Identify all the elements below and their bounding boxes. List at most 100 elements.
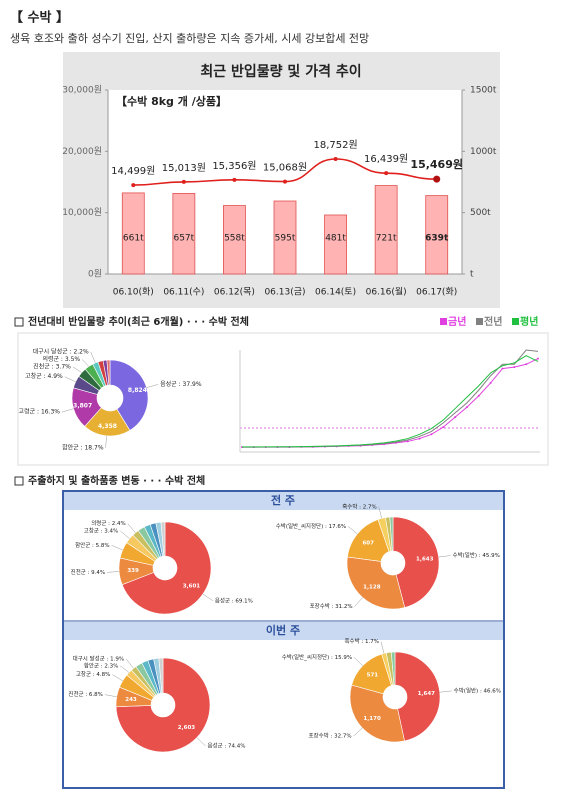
leader-line: [111, 545, 123, 551]
slice-count: 607: [362, 540, 374, 546]
price-label: 15,356원: [212, 160, 256, 172]
x-tick-label: 06.12(목): [214, 287, 255, 298]
slice-label: 함안군 : 5.8%: [75, 541, 110, 549]
legend-label: 금년: [448, 315, 466, 328]
price-label: 15,013원: [162, 162, 206, 174]
y-tick-label: 0원: [88, 269, 102, 280]
slice-count: 1,170: [363, 716, 381, 722]
panel-band: [64, 622, 503, 640]
legend-swatch: [476, 318, 483, 325]
slice-count: 1,128: [363, 585, 381, 591]
slice-label: 음성군 : 69.1%: [215, 596, 253, 604]
panel-title: 이번 주: [266, 623, 300, 637]
price-label: 15,068원: [263, 162, 307, 174]
legend-label: 평년: [520, 315, 538, 328]
leader-line: [196, 737, 206, 747]
slice-label: 진천군 : 6.8%: [68, 690, 103, 698]
slice-count: 339: [127, 568, 139, 574]
slice-label: 대구시 달성군 : 1.9%: [73, 654, 124, 662]
pie-slice: [389, 516, 394, 552]
panel-title: 전 주: [271, 493, 295, 507]
section-heading: 주출하지 및 출하품종 변동 · · · 수박 전체: [28, 474, 205, 487]
leader-line: [105, 435, 107, 448]
price-label: 18,752원: [313, 139, 357, 151]
panel: [17, 332, 549, 466]
slice-count: 1,647: [418, 691, 436, 697]
bullet: [14, 476, 24, 486]
leader-line: [380, 641, 385, 654]
bullet: [14, 317, 24, 327]
bar-label: 657t: [173, 234, 194, 244]
trend-point: [477, 394, 480, 397]
slice-label: 수박(일반) : 45.9%: [453, 551, 500, 559]
slice-label: 흑수박 : 2.7%: [342, 502, 377, 510]
leader-line: [120, 665, 130, 673]
price-label: 14,499원: [111, 165, 155, 177]
trend-point: [513, 366, 516, 369]
x-tick-label: 06.11(수): [163, 287, 204, 298]
leader-line: [61, 408, 74, 413]
slice-label: 진천군 : 3.7%: [33, 362, 71, 370]
trend-point: [430, 433, 433, 436]
slice-label: 포장수박 : 31.2%: [310, 602, 353, 610]
trend-point: [442, 426, 445, 429]
bar: [121, 192, 145, 275]
slice-label: 대구시 달성군 : 2.2%: [33, 347, 89, 355]
slice-label: 고령군 : 16.3%: [19, 408, 61, 416]
pie-slice: [106, 359, 111, 386]
price-label: 16,439원: [364, 153, 408, 165]
slice-count: 3,807: [73, 403, 92, 410]
slice-count: 8,824: [128, 387, 147, 394]
slice-count: 3,601: [183, 584, 201, 590]
bar: [425, 195, 449, 275]
leader-line: [112, 674, 123, 682]
slice-label: 진천군 : 9.4%: [71, 568, 106, 576]
slice-label: 의령군 : 3.5%: [42, 355, 80, 363]
page-subtitle: 생육 호조와 출하 성수기 진입, 산지 출하량은 지속 증가세, 시세 강보합…: [10, 31, 369, 45]
slice-count: 4,358: [98, 423, 117, 430]
slice-label: 수박(일반_씨지정단) : 17.6%: [276, 522, 346, 530]
leader-line: [72, 366, 82, 373]
leader-line: [354, 597, 363, 607]
price-point: [333, 156, 338, 161]
slice-count: 571: [367, 673, 379, 679]
pie-slice: [158, 657, 164, 694]
pie-slice: [109, 359, 149, 431]
x-tick-label: 06.13(금): [264, 287, 305, 298]
slice-label: 고창군 : 3.4%: [84, 527, 119, 535]
panel-band: [64, 492, 503, 510]
leader-line: [64, 376, 76, 383]
price-point: [131, 183, 136, 188]
price-point: [433, 175, 441, 183]
leader-line: [107, 571, 120, 573]
slice-label: 고창군 : 4.8%: [76, 670, 111, 678]
y2-tick-label: 1000t: [470, 147, 497, 157]
leader-line: [353, 657, 363, 666]
trend-point: [525, 363, 528, 366]
trend-point: [465, 406, 468, 409]
y2-tick-label: 500t: [470, 208, 491, 218]
bar: [273, 200, 297, 275]
bar: [324, 214, 347, 275]
chart-title: 최근 반입물량 및 가격 추이: [200, 63, 361, 80]
leader-line: [81, 359, 89, 367]
leader-line: [120, 530, 130, 539]
section-heading: 전년대비 반입물량 추이(최근 6개월) · · · 수박 전체: [28, 315, 249, 328]
x-tick-label: 06.10(화): [113, 287, 154, 298]
price-point: [232, 177, 237, 182]
leader-line: [146, 384, 159, 388]
leader-line: [378, 506, 382, 519]
pie-slice: [392, 516, 440, 608]
trend-point: [537, 357, 539, 360]
slice-count: 1,643: [416, 556, 434, 562]
legend-swatch: [512, 318, 519, 325]
y2-tick-label: 1500t: [470, 86, 497, 96]
legend-swatch: [440, 318, 447, 325]
annotation: 【수박 8kg 개 /상품】: [116, 94, 227, 108]
price-point: [384, 171, 389, 176]
y-tick-label: 30,000원: [62, 85, 102, 96]
slice-label: 의령군 : 2.4%: [91, 519, 126, 527]
page-title: 【 수박 】: [10, 10, 69, 26]
leader-line: [90, 351, 96, 364]
